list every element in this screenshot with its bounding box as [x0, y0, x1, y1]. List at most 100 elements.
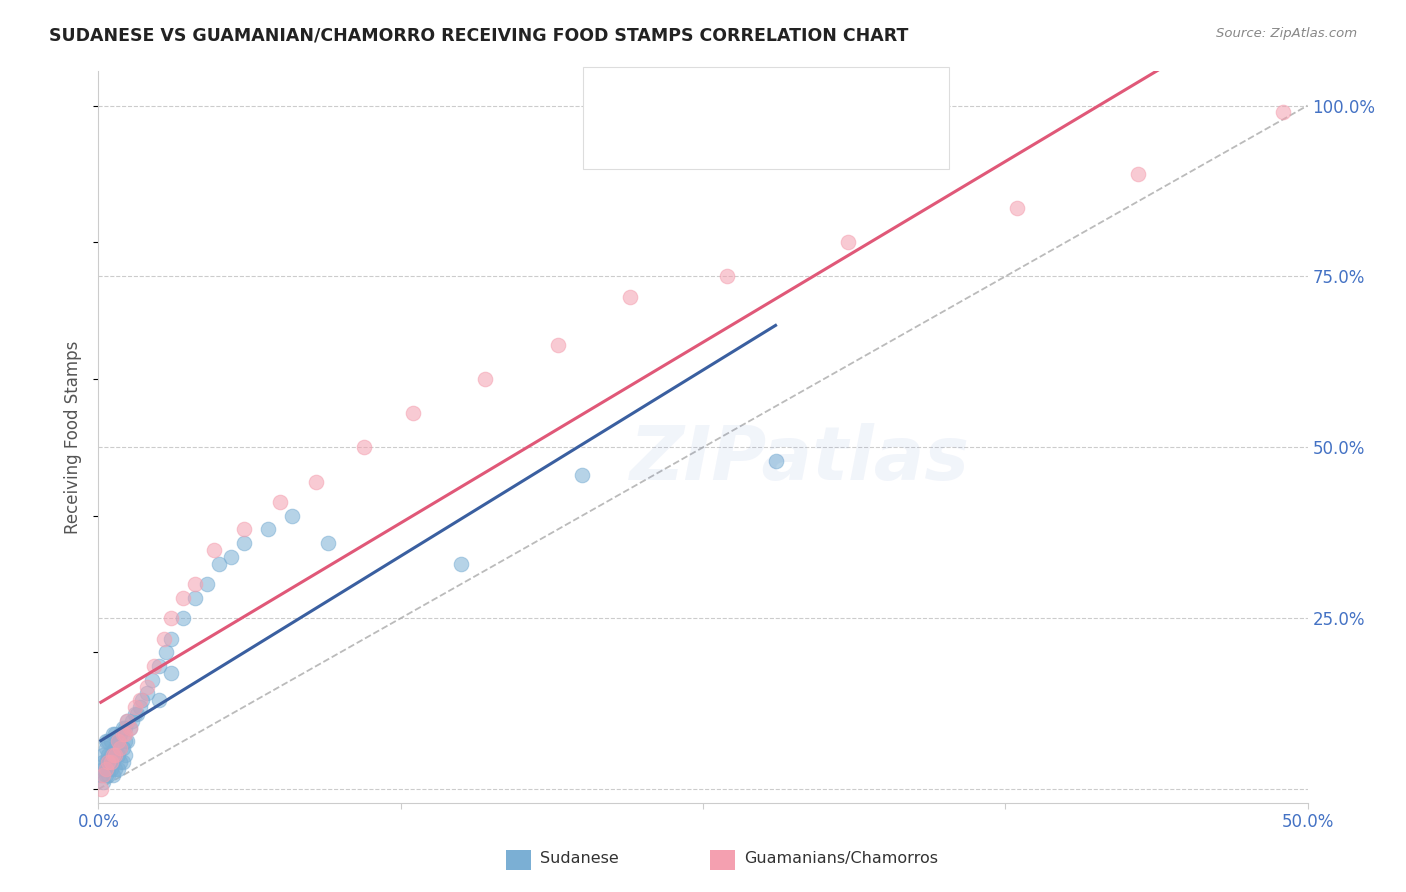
- Point: [100, 747, 122, 762]
- Point: [305, 475, 328, 489]
- Text: N =: N =: [749, 85, 789, 103]
- Point: [104, 727, 127, 741]
- Point: [135, 686, 157, 700]
- Point: [256, 522, 278, 536]
- Point: [111, 721, 134, 735]
- Point: [127, 706, 149, 721]
- Point: [108, 741, 131, 756]
- Point: [94, 762, 117, 776]
- Point: [195, 577, 218, 591]
- Point: [221, 549, 243, 564]
- Point: [90, 782, 112, 797]
- Point: [91, 768, 114, 782]
- Point: [104, 762, 127, 776]
- Point: [204, 542, 226, 557]
- Point: [94, 762, 117, 776]
- Text: 0.531: 0.531: [679, 85, 735, 103]
- Point: [114, 747, 136, 762]
- Point: [765, 454, 787, 468]
- Point: [97, 755, 120, 769]
- Point: [91, 762, 114, 776]
- Text: Source: ZipAtlas.com: Source: ZipAtlas.com: [1216, 27, 1357, 40]
- Point: [94, 768, 117, 782]
- Point: [97, 734, 120, 748]
- Point: [837, 235, 859, 250]
- Point: [547, 338, 569, 352]
- Point: [208, 557, 231, 571]
- Text: Sudanese: Sudanese: [540, 852, 619, 866]
- Point: [160, 632, 183, 646]
- Point: [143, 659, 166, 673]
- Text: N =: N =: [749, 123, 789, 141]
- Point: [450, 557, 472, 571]
- Point: [111, 741, 134, 756]
- Point: [107, 734, 129, 748]
- Point: [94, 741, 117, 756]
- Point: [104, 747, 127, 762]
- Text: ZIPatlas: ZIPatlas: [630, 423, 970, 496]
- Point: [107, 762, 129, 776]
- Point: [114, 734, 136, 748]
- Point: [108, 741, 131, 756]
- Point: [155, 645, 177, 659]
- Point: [101, 727, 124, 741]
- Point: [571, 467, 593, 482]
- Point: [1272, 105, 1295, 120]
- Point: [131, 693, 153, 707]
- Point: [104, 741, 127, 756]
- Point: [100, 755, 122, 769]
- Point: [1128, 167, 1150, 181]
- Point: [316, 536, 339, 550]
- Text: 66: 66: [785, 85, 810, 103]
- Point: [108, 755, 131, 769]
- Point: [100, 755, 122, 769]
- Point: [269, 495, 291, 509]
- Point: [148, 693, 170, 707]
- Text: 0.840: 0.840: [679, 123, 737, 141]
- Point: [94, 755, 117, 769]
- Point: [117, 714, 139, 728]
- Point: [135, 680, 157, 694]
- Y-axis label: Receiving Food Stamps: Receiving Food Stamps: [65, 341, 83, 533]
- Text: Guamanians/Chamorros: Guamanians/Chamorros: [744, 852, 938, 866]
- Point: [101, 747, 124, 762]
- Point: [90, 768, 112, 782]
- Point: [111, 755, 134, 769]
- Text: SUDANESE VS GUAMANIAN/CHAMORRO RECEIVING FOOD STAMPS CORRELATION CHART: SUDANESE VS GUAMANIAN/CHAMORRO RECEIVING…: [49, 27, 908, 45]
- Point: [160, 665, 183, 680]
- Point: [101, 747, 124, 762]
- Text: R =: R =: [640, 85, 679, 103]
- Point: [128, 700, 150, 714]
- Point: [232, 522, 254, 536]
- Text: 35: 35: [785, 123, 810, 141]
- Point: [114, 721, 136, 735]
- Point: [124, 706, 146, 721]
- Point: [172, 611, 194, 625]
- Point: [619, 290, 641, 304]
- Point: [114, 727, 136, 741]
- Point: [100, 762, 122, 776]
- Point: [117, 734, 139, 748]
- Point: [118, 721, 141, 735]
- Point: [184, 577, 207, 591]
- Point: [172, 591, 194, 605]
- Point: [100, 734, 122, 748]
- Point: [101, 755, 124, 769]
- Point: [97, 762, 120, 776]
- Point: [118, 721, 141, 735]
- Point: [91, 747, 114, 762]
- Point: [91, 775, 114, 789]
- Point: [141, 673, 163, 687]
- Point: [124, 700, 146, 714]
- Point: [474, 372, 496, 386]
- Point: [111, 727, 134, 741]
- Point: [128, 693, 150, 707]
- Point: [148, 659, 170, 673]
- Point: [281, 508, 304, 523]
- Point: [160, 611, 183, 625]
- Text: R =: R =: [640, 123, 679, 141]
- Point: [117, 714, 139, 728]
- Point: [402, 406, 425, 420]
- Point: [108, 727, 131, 741]
- Point: [104, 747, 127, 762]
